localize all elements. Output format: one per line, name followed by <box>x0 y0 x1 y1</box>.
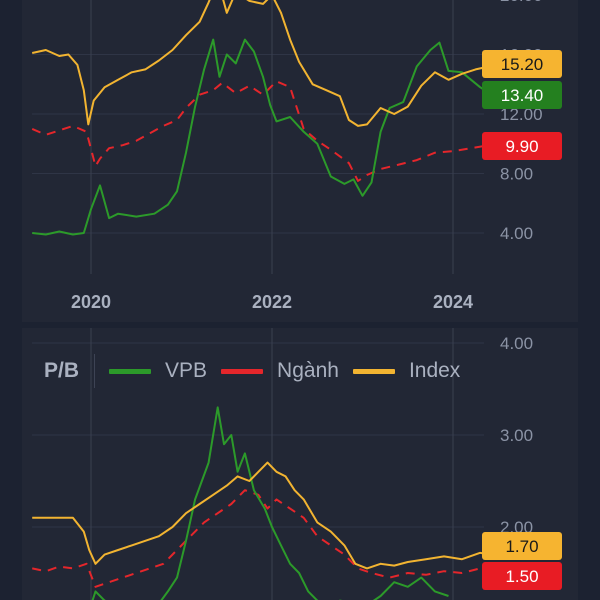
svg-text:13.40: 13.40 <box>501 86 544 105</box>
badge-vpb: 13.40 <box>482 81 562 109</box>
badge-index: 15.20 <box>482 50 562 78</box>
y-tick-label: 12.00 <box>500 105 543 124</box>
legend-swatch-vpb <box>109 368 152 374</box>
svg-text:1.70: 1.70 <box>505 537 538 556</box>
last-value-badges: 1.70 1.50 <box>482 532 562 590</box>
legend-separator <box>94 354 96 388</box>
series-line-index <box>31 0 484 127</box>
y-gridlines <box>32 0 484 274</box>
y-tick-label: 4.00 <box>500 224 533 243</box>
svg-text:9.90: 9.90 <box>505 137 538 156</box>
y-tick-label: 8.00 <box>500 165 533 184</box>
legend-item-nganh[interactable]: Ngành <box>221 359 339 383</box>
legend-item-vpb[interactable]: VPB <box>109 359 207 383</box>
legend-metric-label: P/B <box>44 359 80 382</box>
pe-chart-svg: 4.008.0012.0016.0020.0020202022202415.20… <box>31 0 562 312</box>
chart-legend: P/B VPB Ngành Index <box>44 354 474 388</box>
x-tick-label: 2022 <box>252 292 292 312</box>
badge-index: 1.70 <box>482 532 562 560</box>
last-value-badges: 15.20 13.40 9.90 <box>482 50 562 160</box>
pb-chart-panel: 2.00 3.00 4.00 1.70 1.50 P/B VPB Ngành Index <box>22 328 578 600</box>
legend-label-vpb: VPB <box>165 359 208 382</box>
y-tick-label: 3.00 <box>500 426 533 445</box>
legend-label-nganh: Ngành <box>277 359 339 382</box>
svg-text:15.20: 15.20 <box>501 55 544 74</box>
legend-swatch-nganh <box>221 368 264 374</box>
badge-nganh: 9.90 <box>482 132 562 160</box>
x-tick-label: 2020 <box>71 292 111 312</box>
series-group <box>31 0 484 236</box>
series-line-nganh <box>31 489 484 588</box>
series-line-index <box>32 461 484 570</box>
y-tick-label: 20.00 <box>500 0 543 5</box>
series-line-nganh <box>31 80 484 182</box>
legend-swatch-index <box>352 368 395 374</box>
pb-chart-svg: 2.003.004.001.701.50 <box>31 328 562 600</box>
series-line-vpb <box>32 38 484 236</box>
legend-item-index[interactable]: Index <box>352 359 461 383</box>
svg-text:1.50: 1.50 <box>505 567 538 586</box>
y-tick-label: 4.00 <box>500 334 533 353</box>
series-group <box>31 406 484 600</box>
x-axis-ticks: 2020 2022 2024 <box>71 292 473 312</box>
y-axis-ticks: 2.003.004.00 <box>500 334 533 537</box>
legend-label-index: Index <box>408 359 461 382</box>
pe-chart-panel: 4.008.0012.0016.0020.0020202022202415.20… <box>22 0 578 322</box>
x-tick-label: 2024 <box>433 292 473 312</box>
badge-nganh: 1.50 <box>482 562 562 590</box>
series-line-vpb <box>91 406 449 600</box>
